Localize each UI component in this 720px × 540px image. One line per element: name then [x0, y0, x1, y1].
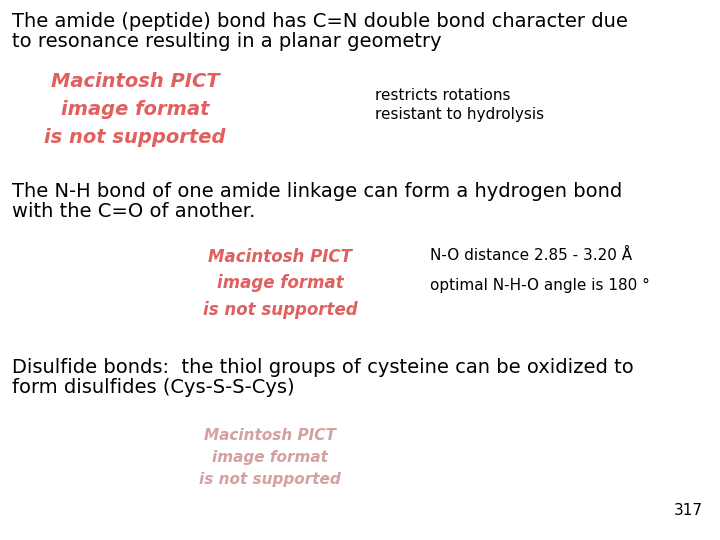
Text: form disulfides (Cys-S-S-Cys): form disulfides (Cys-S-S-Cys)	[12, 378, 294, 397]
Text: Macintosh PICT
image format
is not supported: Macintosh PICT image format is not suppo…	[199, 428, 341, 488]
Text: The amide (peptide) bond has C=N double bond character due: The amide (peptide) bond has C=N double …	[12, 12, 628, 31]
Text: to resonance resulting in a planar geometry: to resonance resulting in a planar geome…	[12, 32, 441, 51]
Text: N-O distance 2.85 - 3.20 Å: N-O distance 2.85 - 3.20 Å	[430, 248, 632, 263]
Text: The N-H bond of one amide linkage can form a hydrogen bond: The N-H bond of one amide linkage can fo…	[12, 182, 622, 201]
Text: Disulfide bonds:  the thiol groups of cysteine can be oxidized to: Disulfide bonds: the thiol groups of cys…	[12, 358, 634, 377]
Text: Macintosh PICT
image format
is not supported: Macintosh PICT image format is not suppo…	[44, 72, 226, 147]
Text: with the C=O of another.: with the C=O of another.	[12, 202, 256, 221]
Text: restricts rotations: restricts rotations	[375, 88, 510, 103]
Text: Macintosh PICT
image format
is not supported: Macintosh PICT image format is not suppo…	[203, 248, 357, 319]
Text: 317: 317	[674, 503, 703, 518]
Text: resistant to hydrolysis: resistant to hydrolysis	[375, 107, 544, 122]
Text: optimal N-H-O angle is 180 °: optimal N-H-O angle is 180 °	[430, 278, 650, 293]
